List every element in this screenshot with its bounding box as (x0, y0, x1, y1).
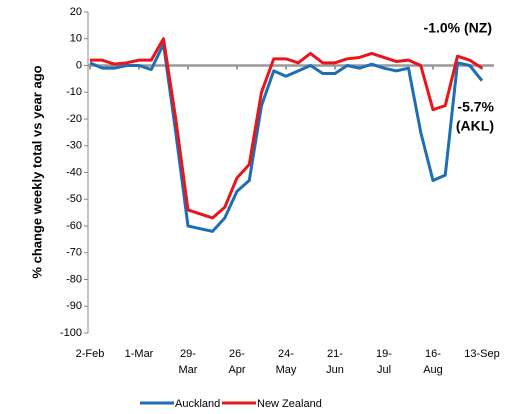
x-tick-label: 1-Mar (125, 348, 154, 360)
annotation: (AKL) (456, 118, 494, 134)
series-line (90, 37, 483, 220)
x-tick-label-line: 21- (327, 348, 343, 360)
x-tick-label: 26- Apr (228, 348, 245, 376)
annotation: -1.0% (NZ) (424, 20, 492, 36)
x-tick-label-line: 19- (376, 348, 392, 360)
y-tick-label: -70 (66, 247, 82, 259)
x-tick-label: 21- Jun (326, 348, 344, 376)
y-tick-label: -20 (66, 113, 82, 125)
x-tick-label-line: Aug (423, 364, 443, 376)
x-tick-label-line: 26- (229, 348, 245, 360)
y-tick-label: -30 (66, 140, 82, 152)
y-tick-label: 10 (70, 33, 82, 45)
x-tick-label-line: Mar (179, 364, 198, 376)
y-tick-label: -100 (60, 327, 82, 339)
x-tick-label: 16- Aug (423, 348, 443, 376)
x-tick-label: 29- Mar (179, 348, 198, 376)
legend-label: Auckland (175, 398, 220, 410)
y-tick-label: -10 (66, 86, 82, 98)
y-tick-label: 20 (70, 6, 82, 18)
x-tick-label: 13-Sep (464, 348, 499, 360)
y-tick-label: -50 (66, 193, 82, 205)
x-tick-label-line: 24- (278, 348, 294, 360)
series-line (89, 42, 484, 233)
x-tick-label-line: 16- (425, 348, 441, 360)
y-tick-label: -80 (66, 273, 82, 285)
legend-label: New Zealand (257, 398, 322, 410)
y-tick-label: -60 (66, 220, 82, 232)
y-tick-label: 0 (76, 59, 82, 71)
y-tick-label: -90 (66, 300, 82, 312)
x-tick-label-line: 29- (180, 348, 196, 360)
x-tick-label: 24- May (276, 348, 297, 376)
x-tick-label-line: Jul (377, 364, 391, 376)
y-tick-label: -40 (66, 166, 82, 178)
x-tick-label: 2-Feb (76, 348, 105, 360)
x-tick-label-line: May (276, 364, 297, 376)
annotation: -5.7% (457, 99, 494, 115)
y-axis-label: % change weekly total vs year ago (29, 65, 44, 278)
x-tick-label-line: Apr (228, 364, 245, 376)
x-tick-label-line: Jun (326, 364, 344, 376)
x-tick-label: 19- Jul (376, 348, 392, 376)
